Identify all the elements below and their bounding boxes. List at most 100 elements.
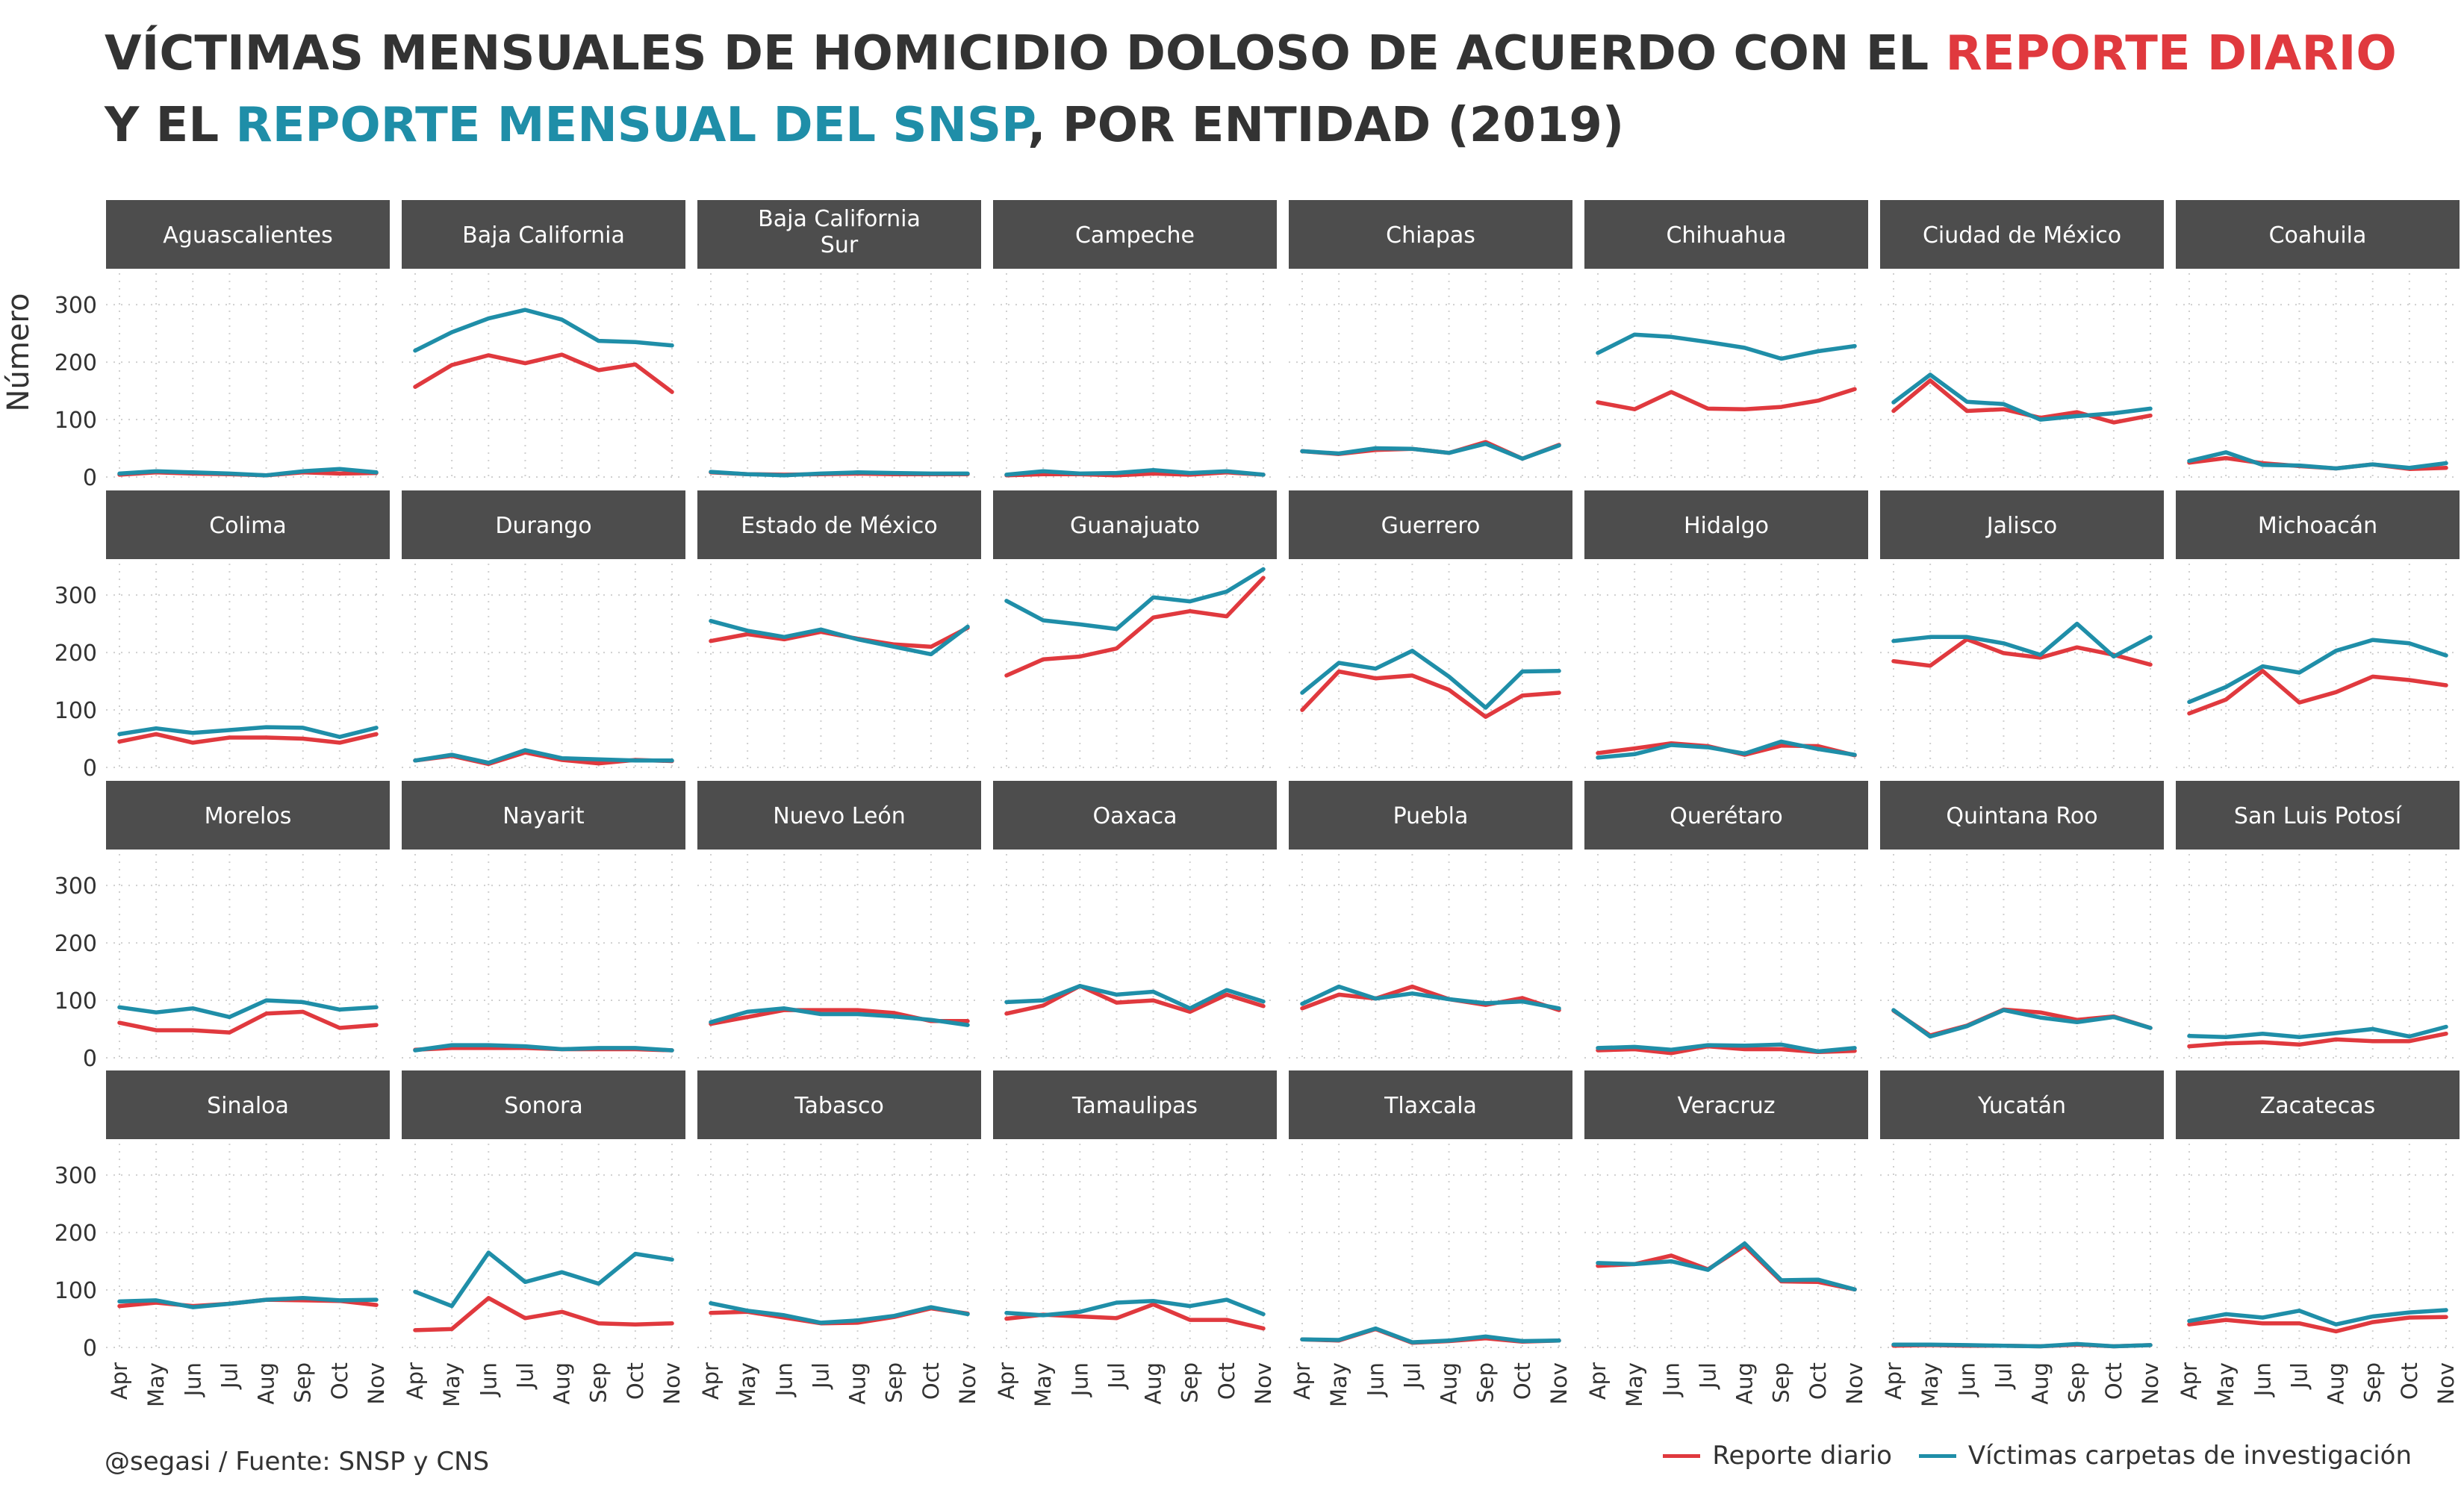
series-line-victimas-carpetas-coahuila	[2187, 450, 2448, 471]
series-line-reporte-diario-san-luis-potosí	[2187, 1031, 2448, 1049]
facet-label: Estado de México	[741, 513, 937, 539]
facet-label: Hidalgo	[1684, 513, 1769, 539]
facet-strip	[993, 200, 1277, 269]
facet-label: Jalisco	[1985, 513, 2057, 539]
x-tick-label: May	[2213, 1362, 2239, 1407]
x-tick-label: Apr	[402, 1362, 428, 1400]
facet-label: Sinaloa	[207, 1093, 289, 1119]
series-line-victimas-carpetas-oaxaca	[1004, 984, 1266, 1011]
y-tick-label: 100	[55, 988, 97, 1014]
series-line-victimas-carpetas-baja-california-sur	[709, 470, 970, 478]
facet-strip	[106, 1070, 390, 1139]
x-tick-label: Jun	[2250, 1362, 2275, 1397]
facet-strip	[1880, 200, 2164, 269]
x-tick-label: Apr	[698, 1362, 724, 1400]
facet-strip	[697, 490, 981, 559]
x-tick-label: Aug	[1437, 1362, 1462, 1405]
legend-label-victimas-carpetas: Víctimas carpetas de investigación	[1967, 1441, 2412, 1471]
facet-label: Quintana Roo	[1946, 803, 2097, 829]
x-tick-label: May	[1622, 1362, 1647, 1407]
series-line-victimas-carpetas-zacatecas	[2187, 1308, 2448, 1327]
x-tick-label: Jul	[2286, 1362, 2312, 1390]
series-line-victimas-carpetas-aguascalientes	[117, 467, 379, 478]
x-tick-label: Aug	[254, 1362, 279, 1405]
x-tick-label: Apr	[994, 1362, 1019, 1400]
x-tick-label: Jun	[476, 1362, 501, 1397]
title-part-1: REPORTE DIARIO	[1945, 26, 2397, 81]
facet-label: Baja California	[758, 206, 921, 232]
series-line-victimas-carpetas-tabasco	[709, 1301, 970, 1325]
series-line-victimas-carpetas-querétaro	[1596, 1042, 1857, 1054]
series-line-victimas-carpetas-colima	[117, 725, 379, 739]
y-tick-label: 0	[83, 755, 97, 782]
series-line-reporte-diario-veracruz	[1596, 1244, 1857, 1292]
x-tick-label: Jul	[808, 1362, 833, 1390]
x-tick-label: Aug	[2028, 1362, 2053, 1405]
x-tick-label: Jun	[1363, 1362, 1388, 1397]
facet-strip	[2176, 781, 2460, 850]
y-tick-label: 0	[83, 465, 97, 491]
facet-label: Nuevo León	[773, 803, 906, 829]
facet-strip	[1289, 200, 1572, 269]
y-tick-label: 300	[55, 1163, 97, 1189]
x-tick-label: Sep	[1473, 1362, 1499, 1403]
title-part-2: Y EL	[105, 98, 236, 153]
x-tick-label: Oct	[327, 1362, 352, 1400]
x-tick-label: Jul	[1991, 1362, 2016, 1390]
x-tick-label: Oct	[1214, 1362, 1239, 1400]
facet-label: Veracruz	[1678, 1093, 1776, 1119]
series-line-victimas-carpetas-tlaxcala	[1300, 1326, 1561, 1344]
x-tick-label: Sep	[290, 1362, 316, 1403]
x-tick-label: Nov	[659, 1362, 685, 1405]
x-tick-label: Jun	[1067, 1362, 1092, 1397]
series-line-reporte-diario-guerrero	[1300, 669, 1561, 720]
facet-strip	[1584, 200, 1868, 269]
facet-strip	[106, 781, 390, 850]
facet-strip	[1584, 1070, 1868, 1139]
x-tick-label: Jul	[1104, 1362, 1129, 1390]
facet-label: Guerrero	[1381, 513, 1481, 539]
facet-strip	[697, 1070, 981, 1139]
x-tick-label: Apr	[1289, 1362, 1315, 1400]
facet-label: Yucatán	[1977, 1093, 2066, 1119]
series-line-victimas-carpetas-guerrero	[1300, 649, 1561, 710]
x-tick-label: Aug	[2324, 1362, 2349, 1405]
facet-label: Oaxaca	[1092, 803, 1177, 829]
series-line-victimas-carpetas-jalisco	[1891, 621, 2153, 659]
facet-label: Tabasco	[794, 1093, 884, 1119]
series-line-reporte-diario-michoacán	[2187, 668, 2448, 716]
title-part-3: REPORTE MENSUAL DEL SNSP	[235, 98, 1028, 153]
facet-strip	[993, 490, 1277, 559]
series-line-victimas-carpetas-sonora	[413, 1250, 674, 1309]
y-tick-label: 300	[55, 293, 97, 319]
facet-strip	[402, 1070, 685, 1139]
legend-item-reporte-diario: Reporte diario	[1663, 1441, 1892, 1471]
series-line-victimas-carpetas-chihuahua	[1596, 332, 1857, 361]
series-line-victimas-carpetas-durango	[413, 748, 674, 765]
series-line-victimas-carpetas-yucatán	[1891, 1341, 2153, 1349]
y-tick-label: 300	[55, 873, 97, 900]
series-line-victimas-carpetas-campeche	[1004, 468, 1266, 477]
series-line-victimas-carpetas-ciudad-de-méxico	[1891, 373, 2153, 422]
series-line-victimas-carpetas-tamaulipas	[1004, 1297, 1266, 1318]
y-tick-label: 0	[83, 1335, 97, 1362]
x-tick-label: Apr	[1881, 1362, 1906, 1400]
facet-label: Tamaulipas	[1071, 1093, 1198, 1119]
facet-strip	[1289, 490, 1572, 559]
x-tick-label: Nov	[1251, 1362, 1276, 1405]
series-line-victimas-carpetas-nayarit	[413, 1043, 674, 1053]
facet-strip	[2176, 490, 2460, 559]
facet-strip	[1880, 781, 2164, 850]
facet-label: Campeche	[1075, 222, 1195, 249]
series-line-victimas-carpetas-hidalgo	[1596, 739, 1857, 760]
facet-label: Querétaro	[1670, 803, 1782, 829]
legend: Reporte diario Víctimas carpetas de inve…	[1636, 1441, 2412, 1471]
x-tick-label: Oct	[2397, 1362, 2422, 1400]
facet-strip	[2176, 200, 2460, 269]
x-tick-label: Sep	[2065, 1362, 2090, 1403]
x-tick-label: Nov	[364, 1362, 389, 1405]
title-part-4: , POR ENTIDAD (2019)	[1027, 98, 1625, 153]
x-tick-label: Jul	[1399, 1362, 1425, 1390]
x-tick-label: Oct	[1510, 1362, 1535, 1400]
series-line-victimas-carpetas-baja-california	[413, 308, 674, 353]
